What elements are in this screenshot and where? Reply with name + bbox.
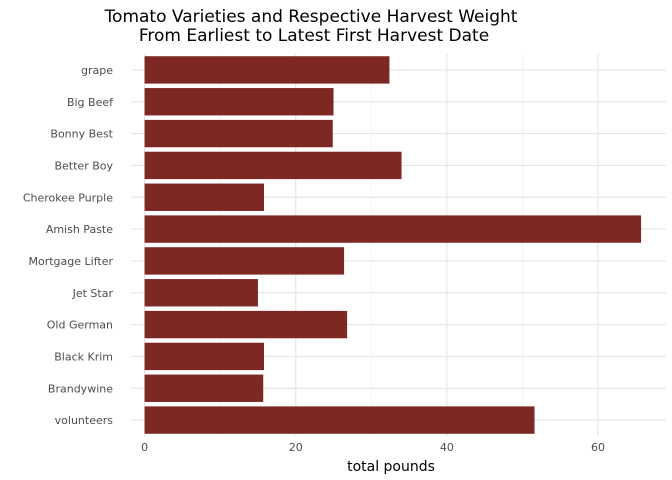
bar — [144, 374, 264, 402]
bar — [144, 151, 402, 180]
bar — [144, 88, 334, 116]
y-tick-label: Big Beef — [67, 96, 114, 109]
y-tick-label: Cherokee Purple — [23, 191, 113, 204]
bar — [144, 247, 345, 275]
bar — [144, 279, 258, 307]
bar — [144, 119, 333, 148]
x-axis-label: total pounds — [347, 459, 435, 475]
y-tick-label: Jet Star — [72, 287, 114, 300]
y-tick-label: volunteers — [55, 414, 114, 427]
x-tick-label: 40 — [440, 441, 454, 454]
y-tick-label: Black Krim — [54, 350, 113, 363]
x-tick-label: 60 — [591, 441, 605, 454]
x-tick-label: 20 — [289, 441, 303, 454]
y-tick-label: grape — [81, 64, 113, 77]
y-tick-label: Amish Paste — [46, 223, 113, 236]
bar — [144, 406, 535, 434]
bar — [144, 215, 642, 243]
chart-title-line1: Tomato Varieties and Respective Harvest … — [104, 7, 518, 27]
y-tick-label: Old German — [47, 319, 113, 332]
x-tick-labels: 0 20 40 60 — [141, 441, 605, 454]
y-tick-label: Bonny Best — [50, 128, 113, 141]
y-tick-labels: grape Big Beef Bonny Best Better Boy Cheroke… — [23, 64, 114, 427]
y-tick-label: Better Boy — [54, 159, 113, 172]
x-tick-label: 0 — [141, 441, 148, 454]
chart-title-line2: From Earliest to Latest First Harvest Da… — [139, 26, 489, 46]
bar — [144, 56, 390, 84]
bar — [144, 342, 264, 371]
y-tick-label: Mortgage Lifter — [29, 255, 114, 268]
bars — [144, 56, 642, 434]
bar — [144, 310, 348, 339]
y-tick-label: Brandywine — [48, 382, 113, 395]
bar — [144, 183, 264, 211]
